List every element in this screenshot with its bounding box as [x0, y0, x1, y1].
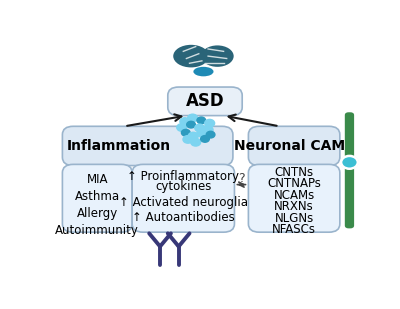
Circle shape: [183, 136, 193, 143]
Text: NLGNs: NLGNs: [274, 212, 314, 225]
Text: ↑ Proinflammatory: ↑ Proinflammatory: [127, 170, 239, 183]
Circle shape: [177, 124, 187, 131]
Ellipse shape: [173, 45, 209, 67]
Circle shape: [206, 131, 215, 138]
Text: MIA: MIA: [86, 173, 108, 186]
FancyBboxPatch shape: [62, 164, 132, 232]
Text: ASD: ASD: [186, 92, 224, 110]
Circle shape: [203, 126, 213, 134]
Circle shape: [197, 117, 206, 124]
Text: Autoimmunity: Autoimmunity: [55, 224, 139, 237]
FancyBboxPatch shape: [168, 87, 242, 116]
Text: ?: ?: [238, 172, 244, 185]
Circle shape: [188, 132, 198, 140]
Circle shape: [195, 124, 205, 132]
Circle shape: [191, 138, 201, 146]
Circle shape: [197, 129, 207, 137]
Circle shape: [180, 118, 190, 125]
Circle shape: [201, 136, 209, 142]
Text: Allergy: Allergy: [77, 207, 118, 220]
FancyBboxPatch shape: [248, 164, 340, 232]
Text: CNTNs: CNTNs: [274, 166, 314, 179]
Text: cytokines: cytokines: [155, 180, 212, 193]
Text: Asthma: Asthma: [75, 190, 120, 203]
Circle shape: [187, 121, 195, 128]
Circle shape: [205, 119, 215, 127]
Circle shape: [341, 156, 358, 169]
Circle shape: [188, 114, 198, 122]
Text: NCAMs: NCAMs: [274, 189, 315, 202]
Text: NRXNs: NRXNs: [274, 200, 314, 213]
FancyBboxPatch shape: [62, 126, 233, 166]
Text: Inflammation: Inflammation: [67, 139, 171, 153]
Text: ↑ Activated neuroglia: ↑ Activated neuroglia: [119, 196, 248, 209]
Ellipse shape: [201, 45, 234, 67]
Ellipse shape: [193, 67, 214, 76]
Text: ↑ Autoantibodies: ↑ Autoantibodies: [132, 211, 235, 224]
Text: Neuronal CAMs: Neuronal CAMs: [234, 139, 354, 153]
Circle shape: [182, 129, 190, 136]
Text: NFASCs: NFASCs: [272, 223, 316, 236]
FancyBboxPatch shape: [132, 164, 234, 232]
Text: CNTNAPs: CNTNAPs: [267, 177, 321, 190]
FancyBboxPatch shape: [248, 126, 340, 166]
FancyBboxPatch shape: [345, 112, 354, 228]
